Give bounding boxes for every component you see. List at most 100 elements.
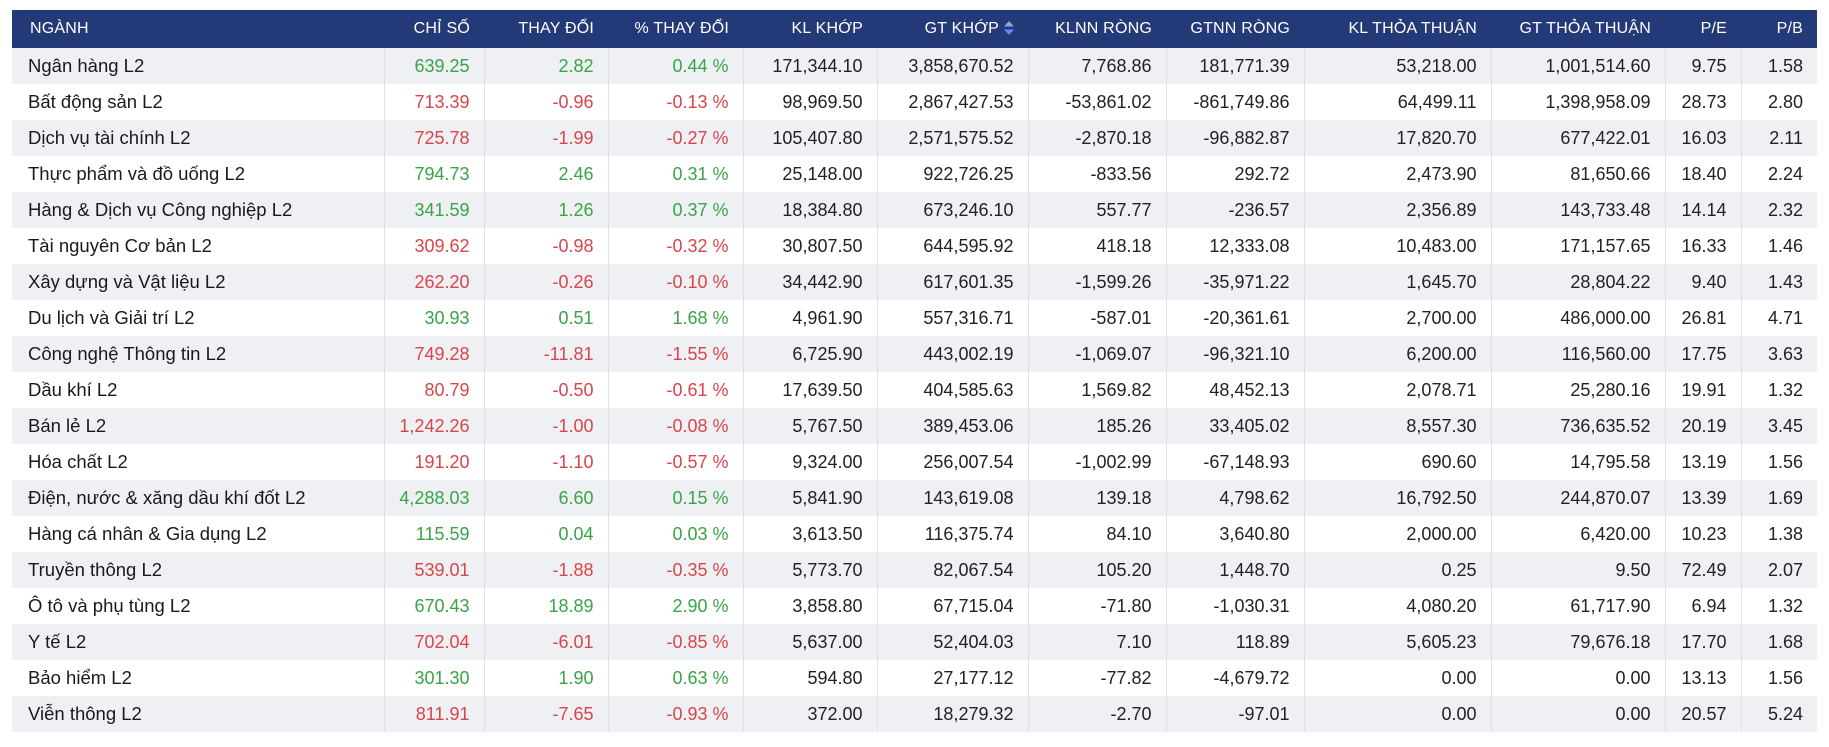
cell-pct-thay-doi: -0.08 %: [608, 408, 744, 444]
cell-nganh[interactable]: Ngân hàng L2: [12, 48, 385, 84]
header-klnn-rong[interactable]: KLNN RÒNG: [1055, 20, 1152, 37]
table-row[interactable]: Ô tô và phụ tùng L2 670.43 18.89 2.90 % 3,85…: [12, 588, 1817, 624]
cell-gt-thoa-thuan: 116,560.00: [1491, 336, 1666, 372]
cell-chi-so: 725.78: [384, 120, 485, 156]
cell-nganh[interactable]: Truyền thông L2: [12, 552, 385, 588]
header-gt-khop[interactable]: GT KHỚP: [877, 10, 1028, 48]
table-row[interactable]: Bán lẻ L2 1,242.26 -1.00 -0.08 % 5,767.50 389…: [12, 408, 1817, 444]
table-row[interactable]: Xây dựng và Vật liệu L2 262.20 -0.26 -0.10 …: [12, 264, 1817, 300]
cell-chi-so: 794.73: [384, 156, 485, 192]
cell-pe: 18.40: [1665, 156, 1742, 192]
cell-nganh[interactable]: Dầu khí L2: [12, 372, 385, 408]
table-row[interactable]: Hàng cá nhân & Gia dụng L2 115.59 0.04 0.03…: [12, 516, 1817, 552]
cell-klnn-rong: -71.80: [1028, 588, 1167, 624]
cell-nganh[interactable]: Bất động sản L2: [12, 84, 385, 120]
cell-thay-doi: -0.50: [484, 372, 609, 408]
sector-table: NGÀNH CHỈ SỐ THAY ĐỔI % THAY ĐỔI KL KHỚP…: [12, 10, 1817, 732]
sort-arrows-icon[interactable]: [1004, 20, 1014, 35]
cell-gt-thoa-thuan: 14,795.58: [1491, 444, 1666, 480]
table-row[interactable]: Thực phẩm và đồ uống L2 794.73 2.46 0.31 % 2…: [12, 156, 1817, 192]
table-row[interactable]: Truyền thông L2 539.01 -1.88 -0.35 % 5,773.7…: [12, 552, 1817, 588]
table-row[interactable]: Bảo hiểm L2 301.30 1.90 0.63 % 594.80 27,177.…: [12, 660, 1817, 696]
cell-nganh[interactable]: Hàng cá nhân & Gia dụng L2: [12, 516, 385, 552]
cell-thay-doi: -11.81: [484, 336, 609, 372]
cell-nganh[interactable]: Thực phẩm và đồ uống L2: [12, 156, 385, 192]
header-chi-so[interactable]: CHỈ SỐ: [413, 20, 470, 37]
header-gt-thoa-thuan[interactable]: GT THỎA THUẬN: [1519, 20, 1651, 37]
table-row[interactable]: Tài nguyên Cơ bản L2 309.62 -0.98 -0.32 % 30…: [12, 228, 1817, 264]
cell-pb: 2.24: [1767, 163, 1803, 184]
cell-gt-thoa-thuan: 28,804.22: [1491, 264, 1666, 300]
cell-gtnn-rong: -35,971.22: [1166, 264, 1305, 300]
table-row[interactable]: Du lịch và Giải trí L2 30.93 0.51 1.68 % 4,9…: [12, 300, 1817, 336]
cell-pe: 10.23: [1665, 516, 1742, 552]
cell-nganh[interactable]: Du lịch và Giải trí L2: [12, 300, 385, 336]
header-pb[interactable]: P/B: [1776, 20, 1803, 37]
cell-chi-so: 191.20: [384, 444, 485, 480]
header-kl-khop[interactable]: KL KHỚP: [791, 20, 863, 37]
cell-kl-khop: 3,858.80: [743, 588, 878, 624]
cell-pb: 1.58: [1767, 55, 1803, 76]
cell-pct-thay-doi: 0.15 %: [608, 480, 744, 516]
table-row[interactable]: Hóa chất L2 191.20 -1.10 -0.57 % 9,324.00 256…: [12, 444, 1817, 480]
cell-kl-thoa-thuan: 690.60: [1304, 444, 1492, 480]
cell-kl-khop: 6,725.90: [743, 336, 878, 372]
header-pe[interactable]: P/E: [1700, 20, 1727, 37]
cell-gtnn-rong: 118.89: [1166, 624, 1305, 660]
cell-kl-thoa-thuan: 0.00: [1304, 696, 1492, 732]
cell-thay-doi: -7.65: [484, 696, 609, 732]
cell-nganh[interactable]: Xây dựng và Vật liệu L2: [12, 264, 385, 300]
cell-pb: 1.32: [1767, 595, 1803, 616]
header-gtnn-rong[interactable]: GTNN RÒNG: [1190, 20, 1290, 37]
table-row[interactable]: Y tế L2 702.04 -6.01 -0.85 % 5,637.00 52,404.…: [12, 624, 1817, 660]
cell-pb: 4.71: [1767, 307, 1803, 328]
header-pct-thay-doi[interactable]: % THAY ĐỔI: [634, 20, 729, 37]
header-thay-doi[interactable]: THAY ĐỔI: [518, 20, 594, 37]
cell-chi-so: 811.91: [384, 696, 485, 732]
cell-nganh[interactable]: Dịch vụ tài chính L2: [12, 120, 385, 156]
table-row[interactable]: Ngân hàng L2 639.25 2.82 0.44 % 171,344.10 3,…: [12, 48, 1817, 84]
cell-nganh[interactable]: Bán lẻ L2: [12, 408, 385, 444]
table-row[interactable]: Viễn thông L2 811.91 -7.65 -0.93 % 372.00 18,…: [12, 696, 1817, 732]
cell-nganh[interactable]: Ô tô và phụ tùng L2: [12, 588, 385, 624]
cell-gtnn-rong: 3,640.80: [1166, 516, 1305, 552]
cell-pe: 72.49: [1665, 552, 1742, 588]
cell-gtnn-rong: -67,148.93: [1166, 444, 1305, 480]
header-kl-thoa-thuan[interactable]: KL THỎA THUẬN: [1348, 20, 1477, 37]
cell-gt-thoa-thuan: 244,870.07: [1491, 480, 1666, 516]
cell-gt-thoa-thuan: 81,650.66: [1491, 156, 1666, 192]
cell-kl-thoa-thuan: 2,078.71: [1304, 372, 1492, 408]
cell-gtnn-rong: -236.57: [1166, 192, 1305, 228]
table-row[interactable]: Dịch vụ tài chính L2 725.78 -1.99 -0.27 % 10…: [12, 120, 1817, 156]
cell-kl-thoa-thuan: 0.25: [1304, 552, 1492, 588]
cell-nganh[interactable]: Viễn thông L2: [12, 696, 385, 732]
cell-pct-thay-doi: 0.03 %: [608, 516, 744, 552]
cell-kl-khop: 18,384.80: [743, 192, 878, 228]
table-row[interactable]: Hàng & Dịch vụ Công nghiệp L2 341.59 1.26 0…: [12, 192, 1817, 228]
header-gt-khop-label: GT KHỚP: [924, 20, 999, 37]
table-row[interactable]: Bất động sản L2 713.39 -0.96 -0.13 % 98,969.…: [12, 84, 1817, 120]
cell-nganh[interactable]: Tài nguyên Cơ bản L2: [12, 228, 385, 264]
cell-thay-doi: 2.82: [484, 48, 609, 84]
table-row[interactable]: Công nghệ Thông tin L2 749.28 -11.81 -1.55 …: [12, 336, 1817, 372]
cell-klnn-rong: -2,870.18: [1028, 120, 1167, 156]
cell-kl-khop: 25,148.00: [743, 156, 878, 192]
cell-kl-thoa-thuan: 16,792.50: [1304, 480, 1492, 516]
cell-pb: 1.56: [1767, 667, 1803, 688]
table-row[interactable]: Điện, nước & xăng dầu khí đốt L2 4,288.03…: [12, 480, 1817, 516]
header-nganh[interactable]: NGÀNH: [30, 20, 89, 37]
cell-klnn-rong: -1,069.07: [1028, 336, 1167, 372]
cell-kl-khop: 34,442.90: [743, 264, 878, 300]
cell-chi-so: 639.25: [384, 48, 485, 84]
cell-pe: 14.14: [1665, 192, 1742, 228]
cell-kl-thoa-thuan: 2,000.00: [1304, 516, 1492, 552]
cell-kl-thoa-thuan: 64,499.11: [1304, 84, 1492, 120]
cell-thay-doi: 18.89: [484, 588, 609, 624]
table-row[interactable]: Dầu khí L2 80.79 -0.50 -0.61 % 17,639.50 404,…: [12, 372, 1817, 408]
cell-nganh[interactable]: Hàng & Dịch vụ Công nghiệp L2: [12, 192, 385, 228]
cell-nganh[interactable]: Công nghệ Thông tin L2: [12, 336, 385, 372]
cell-nganh[interactable]: Y tế L2: [12, 624, 385, 660]
cell-nganh[interactable]: Hóa chất L2: [12, 444, 385, 480]
cell-nganh[interactable]: Điện, nước & xăng dầu khí đốt L2: [12, 480, 385, 516]
cell-nganh[interactable]: Bảo hiểm L2: [12, 660, 385, 696]
